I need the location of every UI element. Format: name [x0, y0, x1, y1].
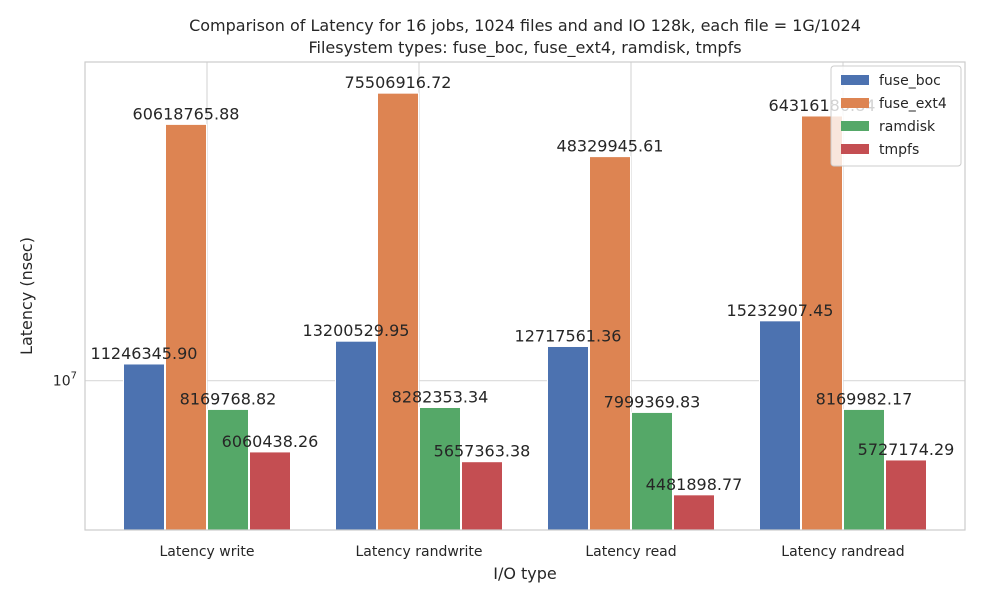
data-label-ramdisk-0: 8169768.82: [180, 389, 277, 408]
x-tick-label: Latency write: [160, 544, 255, 560]
legend-label-fuse_boc: fuse_boc: [879, 73, 941, 89]
data-label-fuse_boc-1: 13200529.95: [303, 321, 410, 340]
data-label-ramdisk-2: 7999369.83: [604, 392, 701, 411]
bar-fuse_ext4-0: [165, 123, 207, 531]
data-label-fuse_ext4-2: 48329945.61: [557, 137, 664, 156]
data-label-tmpfs-1: 5657363.38: [434, 442, 531, 461]
y-axis-label: Latency (nsec): [17, 237, 36, 355]
legend-swatch-fuse_ext4: [841, 98, 869, 108]
legend-swatch-ramdisk: [841, 121, 869, 131]
legend-label-tmpfs: tmpfs: [879, 142, 919, 158]
data-label-ramdisk-1: 8282353.34: [392, 387, 489, 406]
legend-label-ramdisk: ramdisk: [879, 119, 936, 135]
data-label-tmpfs-0: 6060438.26: [222, 432, 319, 451]
plot-frame: [84, 61, 966, 531]
legend-swatch-tmpfs: [841, 144, 869, 154]
data-label-ramdisk-3: 8169982.17: [816, 389, 913, 408]
data-label-fuse_boc-2: 12717561.36: [515, 326, 622, 345]
legend-label-fuse_ext4: fuse_ext4: [879, 96, 947, 112]
bar-tmpfs-1: [461, 461, 503, 531]
bar-tmpfs-2: [673, 494, 715, 531]
bar-fuse_ext4-3: [801, 115, 843, 531]
bar-fuse_boc-0: [123, 363, 165, 531]
bar-ramdisk-1: [419, 406, 461, 531]
x-tick-label: Latency read: [585, 544, 676, 560]
legend-box: [830, 65, 962, 167]
bar-ramdisk-3: [843, 408, 885, 531]
bar-fuse_boc-2: [547, 345, 589, 531]
data-label-fuse_boc-0: 11246345.90: [91, 344, 198, 363]
data-label-tmpfs-2: 4481898.77: [646, 475, 743, 494]
bar-ramdisk-0: [207, 408, 249, 531]
bar-ramdisk-2: [631, 411, 673, 531]
y-tick-label: 107: [53, 371, 77, 390]
bar-fuse_boc-1: [335, 340, 377, 531]
data-label-fuse_ext4-0: 60618765.88: [133, 104, 240, 123]
x-axis-label: I/O type: [493, 564, 557, 583]
bar-tmpfs-3: [885, 459, 927, 531]
chart-title-line1: Comparison of Latency for 16 jobs, 1024 …: [189, 16, 861, 35]
x-tick-label: Latency randwrite: [355, 544, 482, 560]
bar-fuse_ext4-1: [377, 92, 419, 531]
data-label-fuse_boc-3: 15232907.45: [727, 301, 834, 320]
chart-title-line2: Filesystem types: fuse_boc, fuse_ext4, r…: [308, 38, 741, 58]
bar-tmpfs-0: [249, 451, 291, 531]
bars: [123, 92, 927, 531]
data-label-fuse_ext4-1: 75506916.72: [345, 73, 452, 92]
bar-fuse_ext4-2: [589, 156, 631, 531]
legend-swatch-fuse_boc: [841, 75, 869, 85]
y-ticks: 107: [53, 371, 77, 390]
x-tick-label: Latency randread: [781, 544, 904, 560]
bar-fuse_boc-3: [759, 320, 801, 531]
data-label-tmpfs-3: 5727174.29: [858, 440, 955, 459]
x-ticks: Latency write Latency randwrite Latency re…: [160, 544, 905, 560]
